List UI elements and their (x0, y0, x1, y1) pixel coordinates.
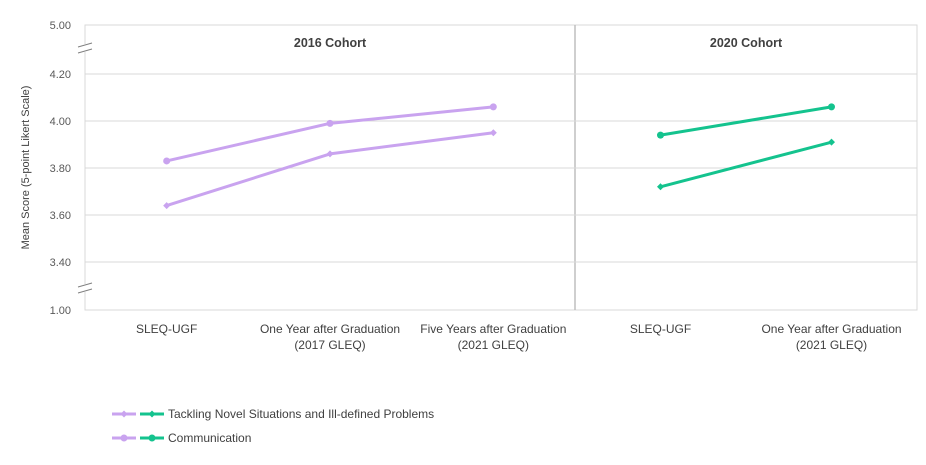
series-line-tackling (166, 131, 494, 208)
data-point-communication (326, 119, 334, 127)
y-tick-label: 1.00 (50, 305, 71, 317)
y-tick-label: 4.20 (50, 69, 71, 81)
legend-item-tackling: Tackling Novel Situations and Ill-define… (110, 402, 434, 426)
axis-break-mark (77, 42, 93, 48)
x-category-label: One Year after Graduation (2017 GLEQ) (260, 322, 400, 352)
legend-label-tackling: Tackling Novel Situations and Ill-define… (168, 407, 435, 421)
data-point-tackling (326, 150, 334, 158)
data-point-communication (163, 157, 171, 165)
data-point-tackling (163, 202, 171, 210)
axis-break-mark (77, 48, 93, 54)
axis-break-mark (77, 282, 93, 288)
y-tick-label: 3.80 (50, 163, 71, 175)
axis-break-gap (77, 284, 93, 292)
axis-break-mark (77, 288, 93, 294)
panel-title: 2020 Cohort (710, 36, 783, 50)
data-point-communication (657, 131, 664, 139)
legend-label-communication: Communication (168, 431, 252, 445)
y-tick-label: 4.00 (50, 116, 71, 128)
x-category-label: SLEQ-UGF (136, 322, 197, 336)
data-point-communication (489, 103, 497, 111)
legend-swatch-communication (112, 434, 164, 442)
data-point-communication (828, 103, 835, 111)
x-category-label: SLEQ-UGF (630, 322, 691, 336)
y-tick-label: 3.60 (50, 210, 71, 222)
y-axis-label: Mean Score (5-point Likert Scale) (20, 86, 32, 250)
x-category-label: Five Years after Graduation (2021 GLEQ) (420, 322, 566, 352)
data-point-tackling (489, 129, 497, 137)
y-tick-label: 5.00 (50, 20, 71, 32)
legend-item-communication: Communication (110, 426, 434, 450)
axis-break-gap (77, 44, 93, 52)
data-point-tackling (657, 183, 664, 191)
legend-swatch-tackling (112, 410, 164, 418)
legend: Tackling Novel Situations and Ill-define… (110, 402, 434, 450)
series-line-tackling (660, 140, 832, 189)
panel-title: 2016 Cohort (294, 36, 367, 50)
series-line-communication (660, 105, 832, 137)
x-category-label: One Year after Graduation (2021 GLEQ) (761, 322, 901, 352)
data-point-tackling (828, 138, 835, 146)
y-tick-label: 3.40 (50, 257, 71, 269)
